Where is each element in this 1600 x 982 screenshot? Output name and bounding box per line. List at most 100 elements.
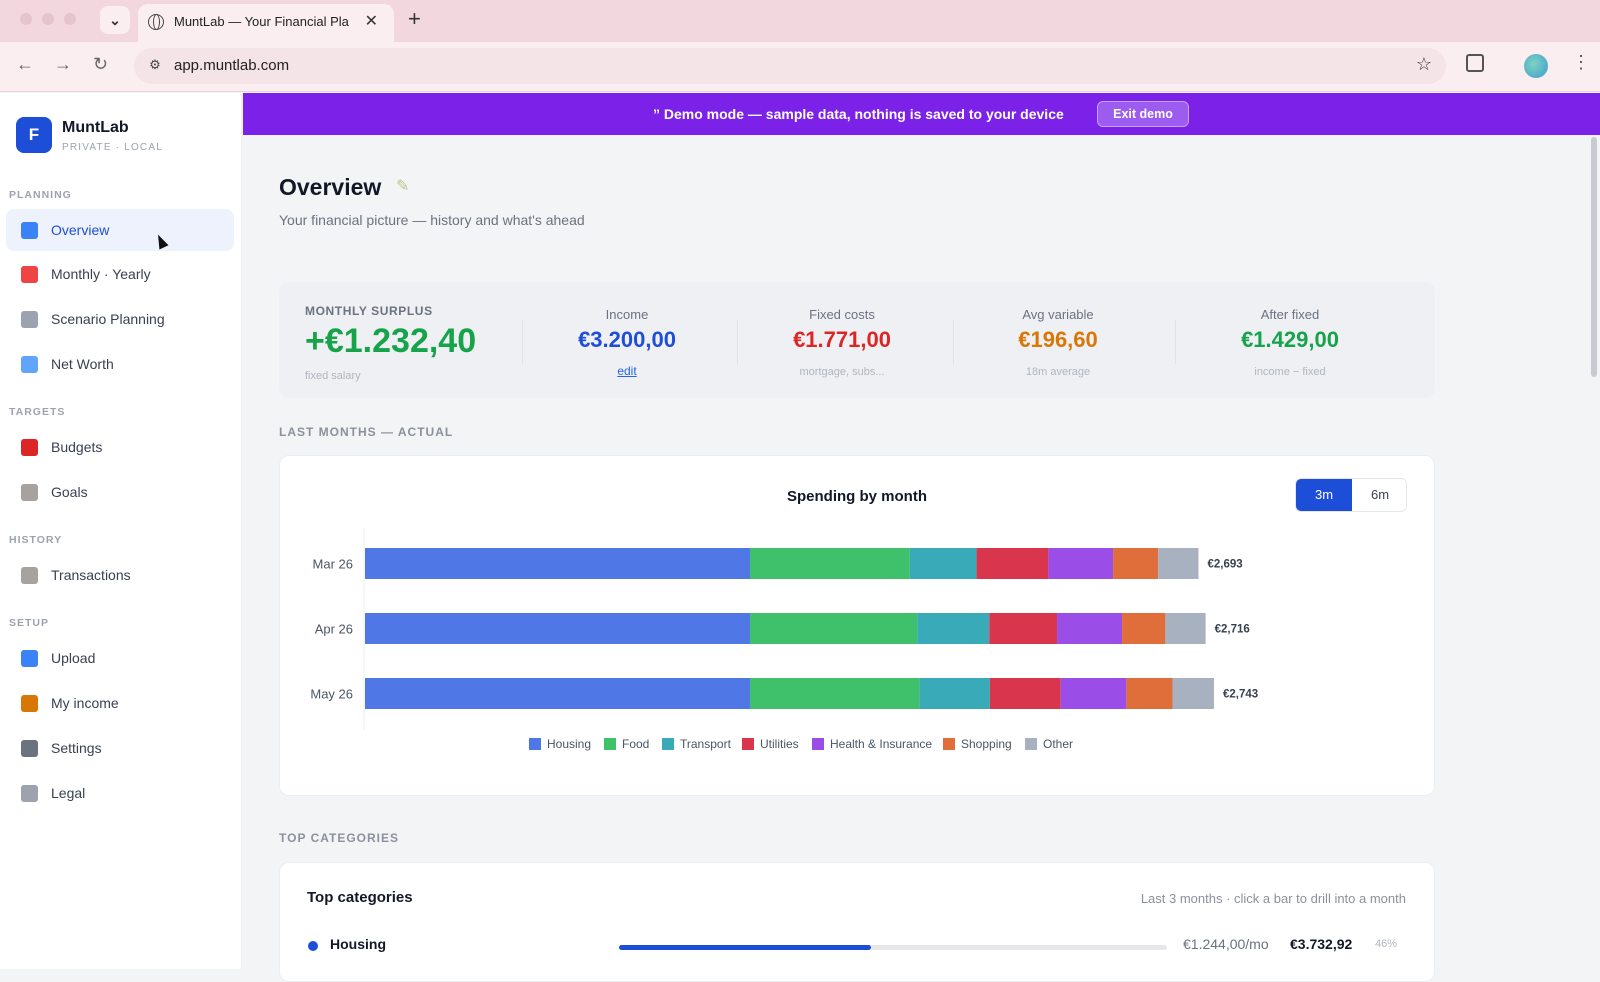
sidebar: F MuntLab PRIVATE · LOCAL PLANNING Overv… bbox=[0, 93, 242, 969]
trend-icon bbox=[21, 311, 38, 328]
section-label-last-months: LAST MONTHS — ACTUAL bbox=[279, 425, 454, 439]
divider bbox=[1175, 320, 1176, 364]
monthly-surplus-value: +€1.232,40 bbox=[305, 322, 477, 360]
new-tab-button[interactable]: + bbox=[408, 6, 421, 31]
chart-bar-segment bbox=[1057, 613, 1123, 644]
tab-close-button[interactable]: ✕ bbox=[364, 13, 378, 30]
section-label-history: HISTORY bbox=[9, 534, 63, 546]
category-share-fill bbox=[619, 945, 872, 950]
brand-subtitle: PRIVATE · LOCAL bbox=[62, 142, 163, 153]
chart-icon bbox=[21, 222, 38, 239]
legend-label: Food bbox=[622, 737, 649, 751]
legend-swatch bbox=[662, 738, 674, 750]
sidebar-item-budgets[interactable]: Budgets bbox=[6, 426, 234, 468]
range-toggle: 3m 6m bbox=[1295, 478, 1407, 512]
stat-note: 18m average bbox=[1025, 366, 1091, 378]
range-6m-button[interactable]: 6m bbox=[1370, 487, 1390, 502]
monthly-surplus-note: fixed salary bbox=[305, 370, 361, 382]
window-zoom-button[interactable] bbox=[64, 13, 76, 25]
stat-value: €1.429,00 bbox=[1241, 327, 1339, 352]
chart-bar-segment bbox=[917, 613, 990, 644]
chart-category-label: May 26 bbox=[310, 687, 353, 702]
window-minimize-button[interactable] bbox=[42, 13, 54, 25]
top-categories-card: Top categories Last 3 months · click a b… bbox=[279, 862, 1435, 982]
chart-bar-segment bbox=[1172, 678, 1214, 709]
back-icon[interactable]: ← bbox=[16, 54, 34, 74]
sidebar-item-my-income[interactable]: My income bbox=[6, 682, 234, 724]
legend-swatch bbox=[1025, 738, 1037, 750]
chart-bar-segment bbox=[1165, 613, 1206, 644]
category-monthly: €1.244,00/mo bbox=[1183, 936, 1269, 952]
brand-logo: F bbox=[16, 117, 52, 153]
chart-bar-segment bbox=[1126, 678, 1173, 709]
spending-chart-card: Mar 26 €2,693 Apr 26 €2,716 May 26 €2,743 Hous… bbox=[279, 455, 1435, 796]
sidebar-item-monthly-yearly[interactable]: Monthly · Yearly bbox=[6, 253, 234, 295]
scrollbar-thumb[interactable] bbox=[1591, 137, 1597, 377]
forward-icon[interactable]: → bbox=[54, 54, 72, 74]
sidebar-item-scenario-planning[interactable]: Scenario Planning bbox=[6, 298, 234, 340]
divider bbox=[953, 320, 954, 364]
url-text[interactable]: app.muntlab.com bbox=[174, 57, 290, 74]
document-icon bbox=[21, 785, 38, 802]
category-share-bar[interactable] bbox=[619, 945, 1167, 950]
sidebar-item-label: Scenario Planning bbox=[51, 311, 165, 327]
section-label-planning: PLANNING bbox=[9, 189, 72, 201]
legend-label: Housing bbox=[547, 737, 591, 751]
section-label-top-categories: TOP CATEGORIES bbox=[279, 831, 400, 845]
stat-value: €3.200,00 bbox=[578, 327, 676, 352]
chart-bar-segment bbox=[1048, 548, 1114, 579]
stat-income: Income €3.200,00 edit bbox=[522, 282, 732, 398]
chart-total-label: €2,693 bbox=[1207, 559, 1242, 571]
profile-avatar[interactable] bbox=[1524, 54, 1548, 78]
sidebar-item-upload[interactable]: Upload bbox=[6, 637, 234, 679]
spending-chart: Mar 26 €2,693 Apr 26 €2,716 May 26 €2,743 Hous… bbox=[310, 528, 1258, 751]
legend-label: Other bbox=[1043, 737, 1073, 751]
address-bar[interactable]: ⚙ app.muntlab.com ☆ bbox=[134, 48, 1446, 84]
stat-fixed-costs: Fixed costs €1.771,00 mortgage, subs... bbox=[737, 282, 947, 398]
extensions-icon[interactable] bbox=[1466, 54, 1484, 72]
demo-banner-text: ” Demo mode — sample data, nothing is sa… bbox=[653, 106, 1064, 122]
legend-swatch bbox=[529, 738, 541, 750]
sidebar-item-overview[interactable]: Overview bbox=[6, 209, 234, 251]
demo-banner: ” Demo mode — sample data, nothing is sa… bbox=[243, 93, 1600, 135]
sidebar-item-label: Legal bbox=[51, 785, 86, 801]
legend-swatch bbox=[812, 738, 824, 750]
stat-after-fixed: After fixed €1.429,00 income − fixed bbox=[1175, 282, 1405, 398]
bookmark-star-icon[interactable]: ☆ bbox=[1415, 54, 1432, 74]
sidebar-item-settings[interactable]: Settings bbox=[6, 727, 234, 769]
legend-label: Health & Insurance bbox=[830, 737, 932, 751]
top-categories-title: Top categories bbox=[307, 889, 413, 906]
sidebar-item-net-worth[interactable]: Net Worth bbox=[6, 343, 234, 385]
sidebar-item-goals[interactable]: Goals bbox=[6, 471, 234, 513]
window-close-button[interactable] bbox=[20, 13, 32, 25]
summary-card: MONTHLY SURPLUS +€1.232,40 fixed salary … bbox=[279, 282, 1435, 398]
stat-label: Income bbox=[605, 307, 649, 322]
sidebar-item-label: Goals bbox=[51, 484, 88, 500]
pencil-icon[interactable]: ✎ bbox=[396, 178, 410, 195]
browser-tab[interactable]: MuntLab — Your Financial Pla ✕ bbox=[138, 4, 394, 42]
sidebar-item-label: Settings bbox=[51, 740, 102, 756]
stat-note: mortgage, subs... bbox=[799, 366, 885, 378]
edit-income-link[interactable]: edit bbox=[617, 364, 637, 378]
globe-icon bbox=[148, 14, 164, 30]
site-settings-icon[interactable]: ⚙ bbox=[149, 57, 161, 72]
bank-icon bbox=[21, 484, 38, 501]
sidebar-item-label: Net Worth bbox=[51, 356, 114, 372]
page-scrollbar[interactable] bbox=[1588, 135, 1600, 969]
sidebar-item-legal[interactable]: Legal bbox=[6, 772, 234, 814]
sidebar-item-label: Overview bbox=[51, 222, 110, 238]
category-color-dot bbox=[308, 941, 318, 951]
stat-label: After fixed bbox=[1260, 307, 1320, 322]
tab-search-button[interactable]: ⌄ bbox=[100, 6, 130, 34]
chart-category-label: Apr 26 bbox=[315, 622, 353, 637]
category-name[interactable]: Housing bbox=[330, 936, 386, 952]
exit-demo-button[interactable]: Exit demo bbox=[1097, 101, 1189, 127]
chart-bar-segment bbox=[750, 548, 910, 579]
target-icon bbox=[21, 439, 38, 456]
stat-value: €1.771,00 bbox=[793, 327, 891, 352]
reload-icon[interactable]: ↻ bbox=[93, 54, 109, 74]
sidebar-item-transactions[interactable]: Transactions bbox=[6, 554, 234, 596]
chart-bar-segment bbox=[1158, 548, 1199, 579]
range-3m-button[interactable]: 3m bbox=[1296, 479, 1352, 511]
browser-menu-icon[interactable]: ⋮ bbox=[1572, 52, 1590, 72]
